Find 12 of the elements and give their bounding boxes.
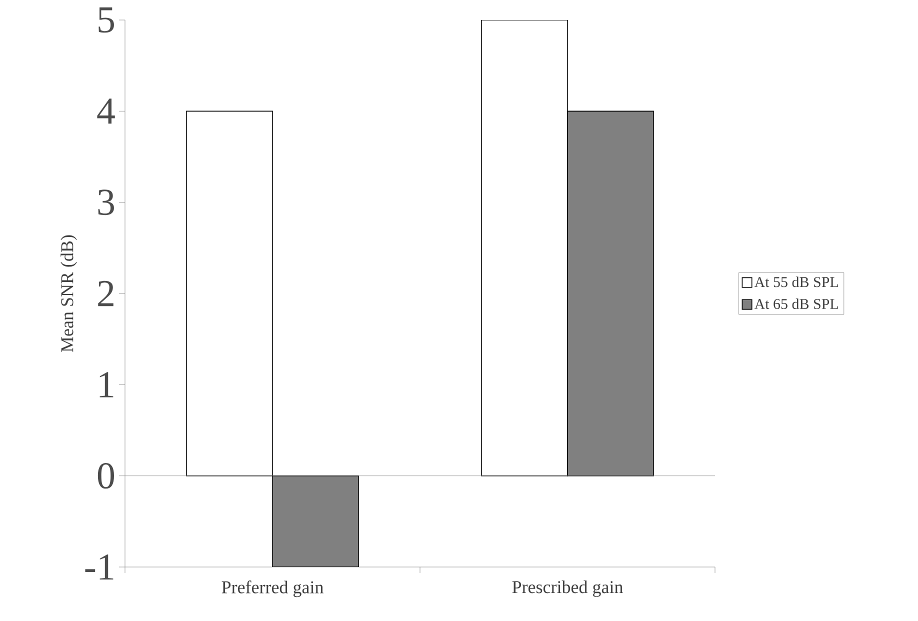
y-axis-title: Mean SNR (dB) (60, 235, 77, 352)
legend-label: At 65 dB SPL (754, 298, 838, 310)
y-tick-label: 4 (97, 98, 115, 124)
legend-label: At 55 dB SPL (754, 276, 838, 288)
y-tick-label: 5 (98, 7, 114, 33)
y-tick-label: 3 (98, 190, 114, 216)
y-tick-label: 0 (98, 463, 114, 489)
y-tick-label: -1 (85, 554, 114, 580)
y-tick-label: 1 (100, 372, 114, 398)
x-tick-label: Prescribed gain (512, 580, 623, 597)
x-tick-label: Preferred gain (222, 580, 324, 598)
y-tick-label: 2 (98, 280, 114, 306)
